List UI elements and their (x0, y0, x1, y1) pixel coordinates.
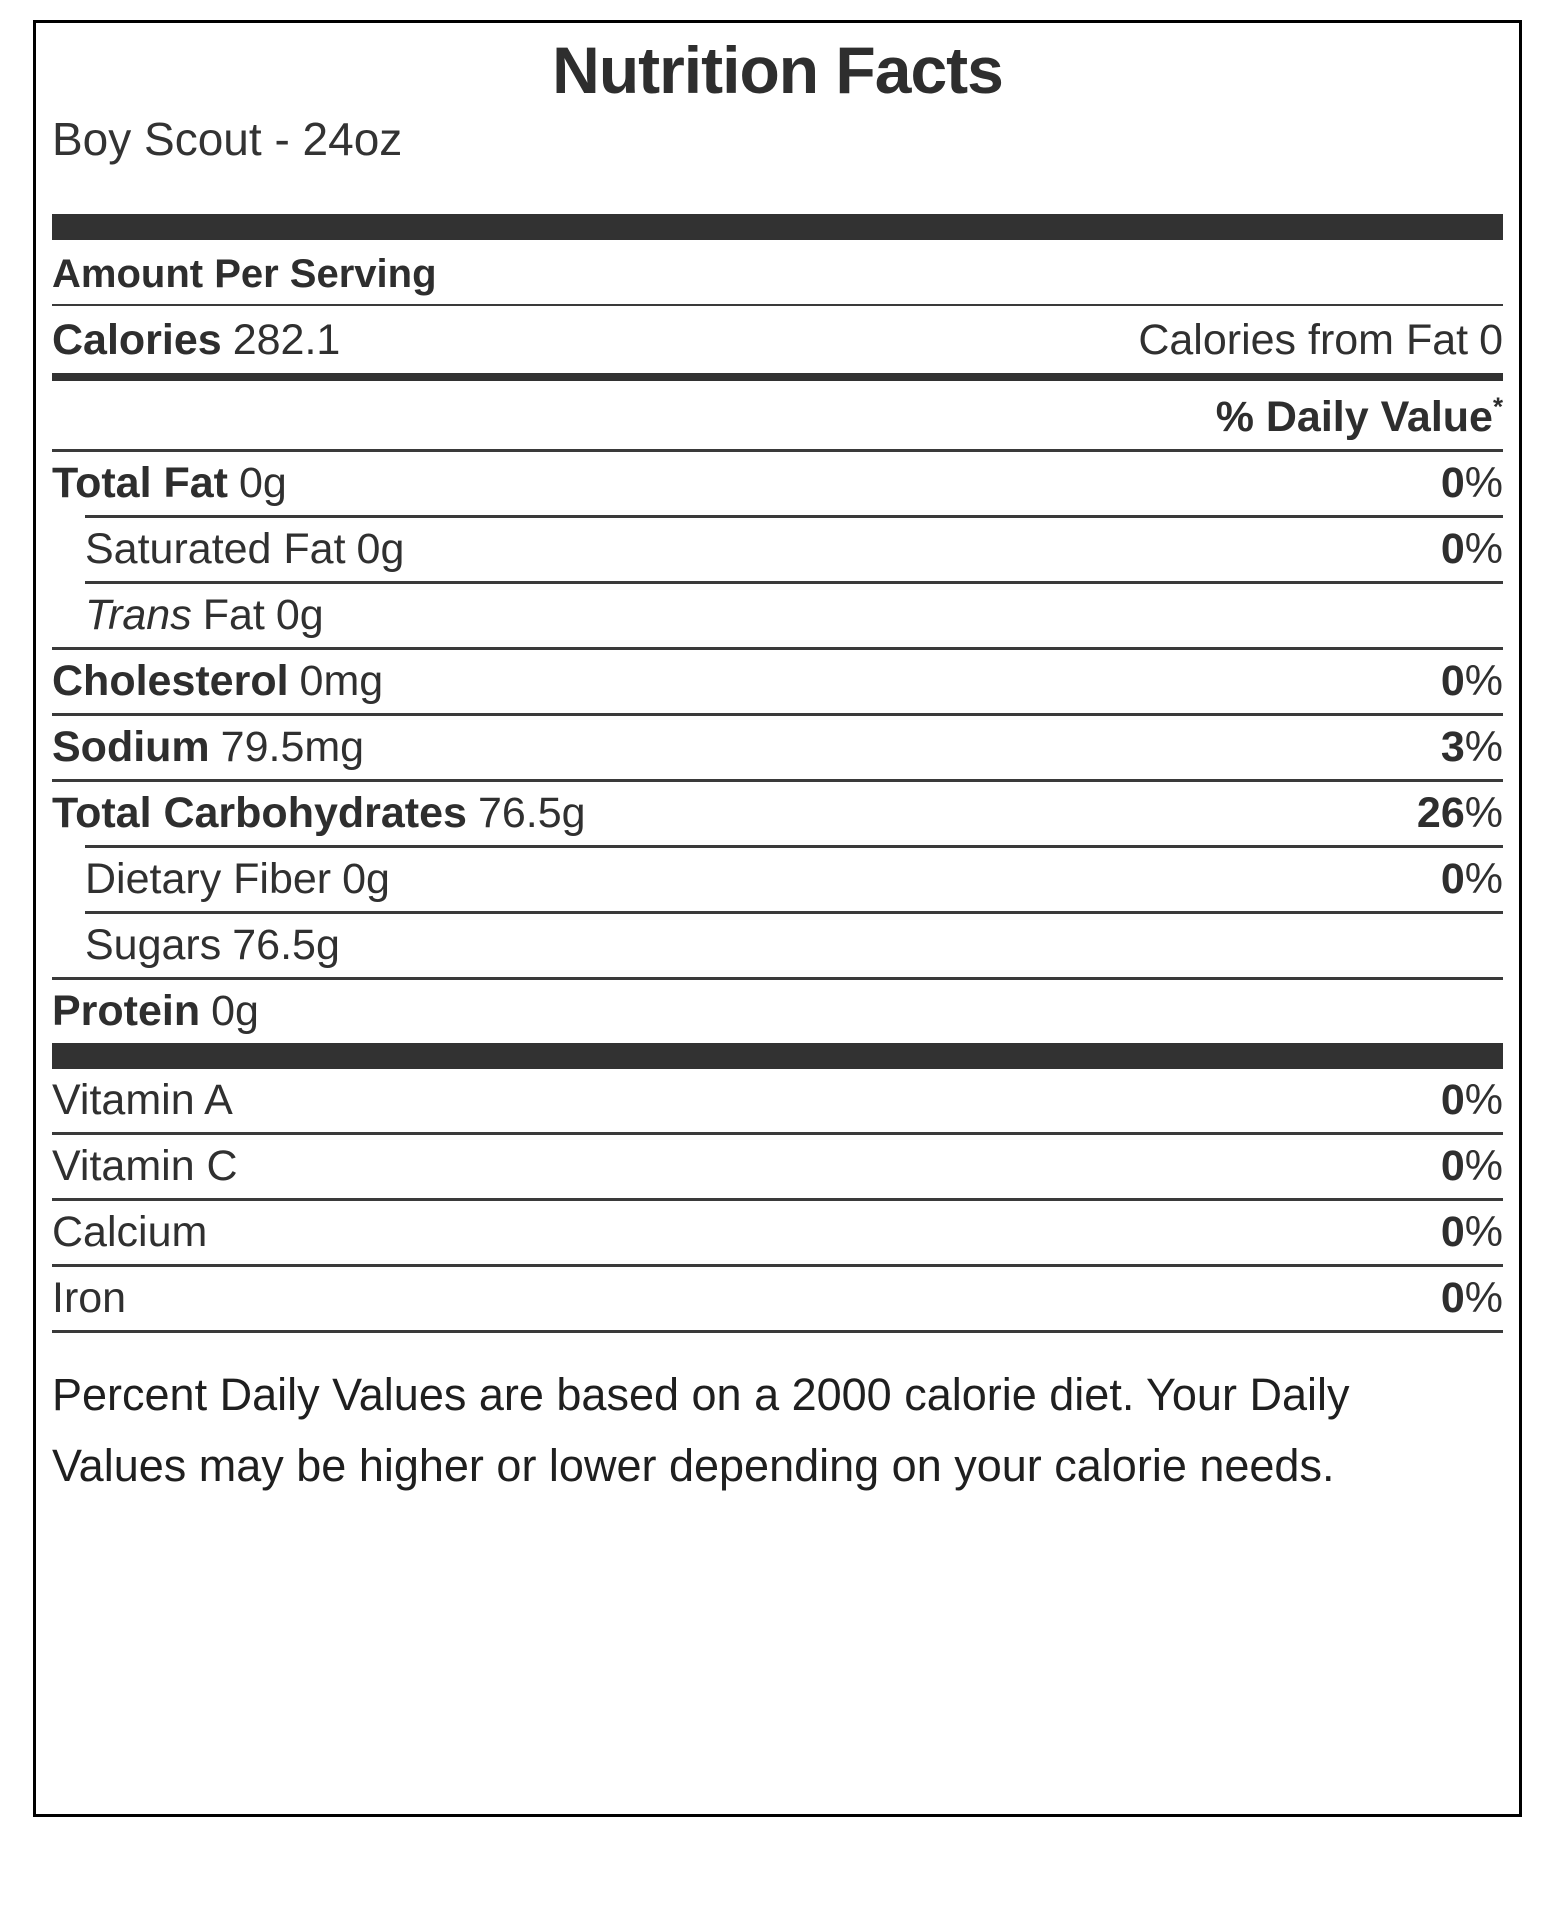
calories-cell: Calories 282.1 (52, 316, 340, 364)
nutrient-row-trans-fat: Trans Fat 0g (85, 581, 1503, 647)
calories-value: 282.1 (232, 315, 341, 364)
vitamin-label: Vitamin A (52, 1076, 233, 1125)
daily-value-sign: % (1464, 1076, 1503, 1125)
daily-value-sign: % (1464, 789, 1503, 838)
nutrient-label: Sodium (52, 723, 210, 772)
vitamin-row-vitamin-c: Vitamin C 0% (52, 1135, 1503, 1202)
daily-value-cell: 3% (1441, 723, 1503, 771)
label-title: Nutrition Facts (552, 33, 1004, 107)
daily-value-cell: 0% (1441, 1076, 1503, 1124)
separator-rule-medium (52, 373, 1503, 382)
separator-bar-top (52, 213, 1503, 240)
nutrient-amount: 79.5mg (220, 723, 365, 772)
nutrient-cell: Sugars 76.5g (85, 921, 340, 969)
daily-value-sign: % (1464, 459, 1503, 508)
nutrient-row-total-fat: Total Fat 0g 0% (52, 449, 1503, 515)
calories-row: Calories 282.1 Calories from Fat 0 (52, 306, 1503, 373)
nutrition-facts-label: Nutrition Facts Boy Scout - 24oz Amount … (33, 20, 1522, 1817)
vitamin-label: Calcium (52, 1208, 208, 1257)
nutrient-cell: Cholesterol 0mg (52, 657, 383, 705)
daily-value-number: 0 (1440, 1274, 1465, 1323)
daily-value-cell: 0% (1441, 459, 1503, 507)
separator-bar-middle (52, 1043, 1503, 1070)
daily-value-cell: 0% (1441, 1208, 1503, 1256)
daily-value-cell: 0% (1441, 855, 1503, 903)
daily-value-header-text: % Daily Value (1215, 393, 1493, 442)
daily-value-number: 0 (1440, 1076, 1465, 1125)
calories-label: Calories (52, 315, 222, 364)
nutrient-row-saturated-fat: Saturated Fat 0g 0% (85, 515, 1503, 581)
nutrient-amount: 76.5g (232, 921, 340, 970)
nutrient-label: Fat (202, 591, 265, 640)
nutrient-cell: Total Fat 0g (52, 459, 287, 507)
daily-value-cell: 0% (1441, 525, 1503, 573)
nutrient-label: Total Carbohydrates (52, 789, 467, 838)
daily-value-asterisk: * (1492, 393, 1503, 422)
label-content: Nutrition Facts Boy Scout - 24oz Amount … (36, 37, 1519, 1501)
nutrient-label: Total Fat (52, 459, 228, 508)
daily-value-cell: 0% (1441, 1142, 1503, 1190)
nutrient-label: Protein (52, 987, 201, 1036)
nutrient-row-cholesterol: Cholesterol 0mg 0% (52, 647, 1503, 713)
daily-value-number: 0 (1440, 1208, 1465, 1257)
daily-value-header: % Daily Value* (52, 381, 1503, 449)
nutrient-label: Cholesterol (52, 657, 289, 706)
nutrient-amount: 0g (342, 855, 390, 904)
daily-value-number: 0 (1440, 459, 1465, 508)
daily-value-sign: % (1464, 1208, 1503, 1257)
nutrient-cell: Dietary Fiber 0g (85, 855, 390, 903)
nutrient-row-sodium: Sodium 79.5mg 3% (52, 713, 1503, 779)
calories-from-fat-cell: Calories from Fat 0 (1138, 316, 1503, 364)
daily-value-cell: 0% (1441, 1274, 1503, 1322)
nutrient-cell: Total Carbohydrates 76.5g (52, 789, 586, 837)
nutrient-amount: 76.5g (477, 789, 586, 838)
nutrient-cell: Saturated Fat 0g (85, 525, 404, 573)
calories-from-fat-label: Calories from Fat (1138, 315, 1469, 364)
daily-value-number: 26 (1416, 789, 1465, 838)
daily-value-number: 0 (1440, 657, 1465, 706)
nutrient-rows: Total Fat 0g 0% Saturated Fat 0g 0% Trans F… (52, 449, 1503, 1043)
daily-value-sign: % (1464, 1142, 1503, 1191)
nutrient-amount: 0mg (299, 657, 384, 706)
nutrient-label: Dietary Fiber (85, 855, 332, 904)
nutrient-amount: 0g (356, 525, 405, 574)
daily-value-sign: % (1464, 1274, 1503, 1323)
vitamin-row-vitamin-a: Vitamin A 0% (52, 1069, 1503, 1136)
calories-from-fat-value: 0 (1479, 315, 1503, 364)
nutrient-row-sugars: Sugars 76.5g (85, 911, 1503, 977)
nutrient-label: Sugars (85, 921, 222, 970)
nutrient-amount: 0g (211, 987, 259, 1036)
amount-per-serving-label: Amount Per Serving (52, 250, 1503, 306)
nutrient-row-protein: Protein 0g (52, 977, 1503, 1043)
vitamin-label: Vitamin C (52, 1142, 238, 1191)
daily-value-sign: % (1464, 525, 1503, 574)
daily-value-cell: 0% (1441, 657, 1503, 705)
daily-value-number: 0 (1440, 525, 1465, 574)
daily-value-number: 0 (1440, 855, 1465, 904)
nutrient-cell: Sodium 79.5mg (52, 723, 364, 771)
nutrient-row-dietary-fiber: Dietary Fiber 0g 0% (85, 845, 1503, 911)
nutrient-label: Saturated Fat (85, 525, 346, 574)
daily-value-number: 0 (1440, 1142, 1465, 1191)
vitamin-row-iron: Iron 0% (52, 1267, 1503, 1334)
vitamin-rows: Vitamin A 0% Vitamin C 0% Calcium 0% Iro… (52, 1069, 1503, 1334)
nutrient-cell: Trans Fat 0g (85, 591, 324, 639)
nutrient-cell: Protein 0g (52, 987, 259, 1035)
daily-value-sign: % (1464, 855, 1503, 904)
daily-value-sign: % (1464, 723, 1503, 772)
daily-values-footnote: Percent Daily Values are based on a 2000… (52, 1369, 1350, 1492)
nutrient-amount: 0g (238, 459, 287, 508)
nutrient-amount: 0g (275, 591, 324, 640)
daily-value-cell: 26% (1417, 789, 1503, 837)
daily-value-number: 3 (1440, 723, 1465, 772)
vitamin-row-calcium: Calcium 0% (52, 1201, 1503, 1268)
nutrient-label-italic: Trans (85, 591, 192, 640)
item-name: Boy Scout - 24oz (52, 113, 403, 165)
nutrient-row-total-carbohydrates: Total Carbohydrates 76.5g 26% (52, 779, 1503, 845)
daily-value-sign: % (1464, 657, 1503, 706)
vitamin-label: Iron (52, 1274, 127, 1323)
